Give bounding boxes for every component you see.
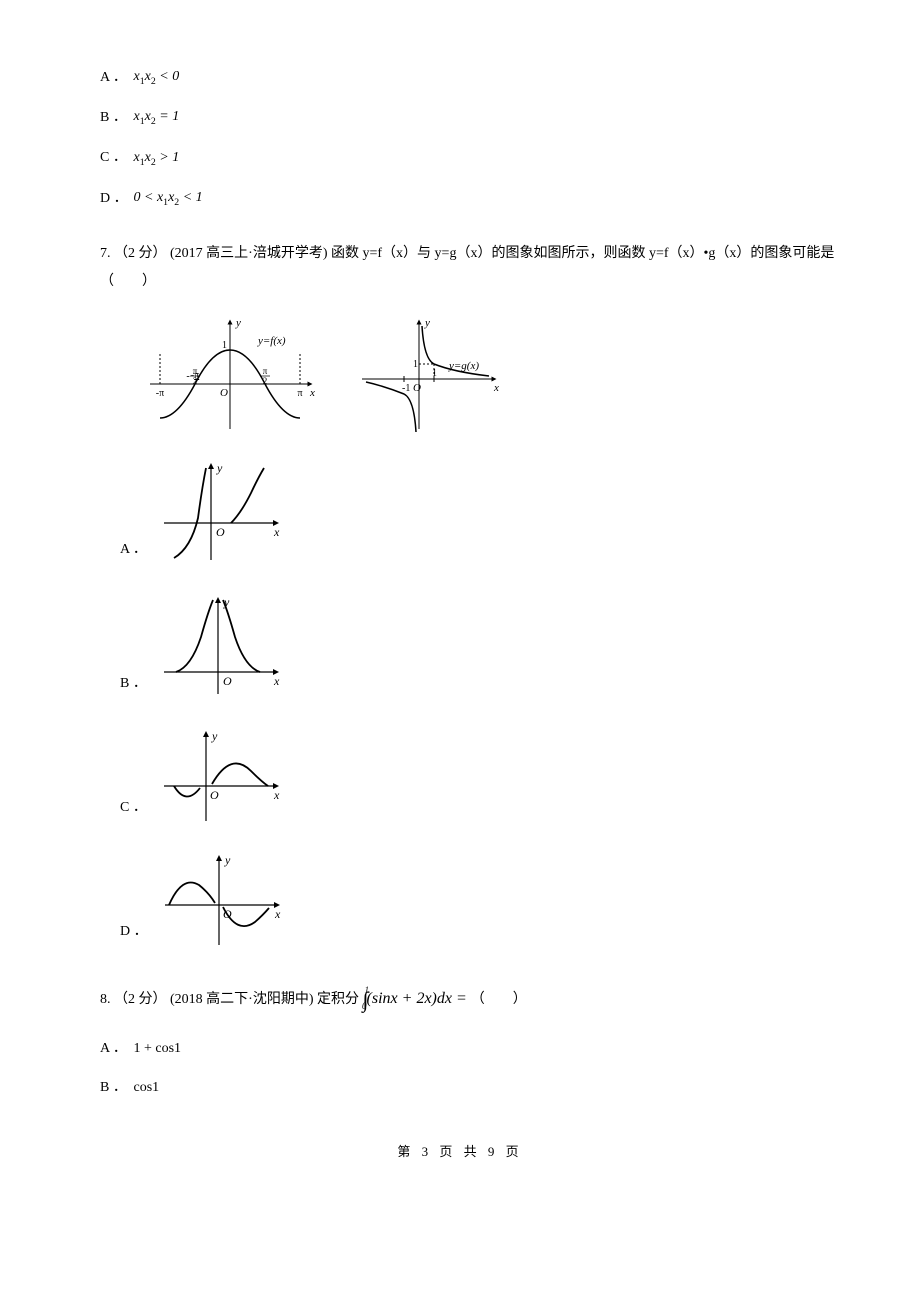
q7-choice-a: A ． x y O: [120, 458, 840, 568]
svg-text:x: x: [273, 525, 280, 539]
figure-gx: x y O 1 -1 1 y=g(x): [354, 314, 504, 434]
option-label: C ．: [120, 795, 147, 820]
option-label: A ．: [120, 537, 147, 562]
svg-text:-π: -π: [156, 388, 164, 399]
svg-text:x: x: [493, 382, 499, 394]
figure-choice-d: x y O: [157, 850, 287, 950]
option-math: x1x2 < 0: [134, 69, 180, 84]
svg-text:y: y: [235, 317, 241, 329]
option-label: A ．: [100, 65, 130, 90]
q8-prefix: 8. （2 分） (2018 高二下·沈阳期中) 定积分: [100, 992, 363, 1007]
option-math: cos1: [134, 1080, 160, 1095]
q6-option-c: C ． x1x2 > 1: [100, 145, 840, 171]
option-label: B ．: [100, 1075, 130, 1100]
svg-text:O: O: [220, 387, 228, 399]
svg-text:y: y: [216, 461, 223, 475]
svg-text:-1: -1: [402, 383, 410, 394]
q8-suffix: （ ）: [471, 992, 527, 1007]
option-label: B ．: [100, 105, 130, 130]
svg-text:-: -: [186, 371, 189, 382]
svg-text:x: x: [273, 788, 280, 802]
q6-option-d: D ． 0 < x1x2 < 1: [100, 185, 840, 211]
q8-integral: ∫10(sinx + 2x)dx =: [363, 990, 471, 1007]
svg-text:O: O: [223, 674, 232, 688]
q8-option-b: B ． cos1: [100, 1075, 840, 1100]
q8-stem: 8. （2 分） (2018 高二下·沈阳期中) 定积分 ∫10(sinx + …: [100, 978, 840, 1022]
svg-text:1: 1: [413, 359, 418, 370]
option-label: D ．: [120, 919, 148, 944]
q7-choice-b: B ． x y O: [120, 592, 840, 702]
option-math: x1x2 > 1: [134, 150, 180, 165]
q7-choice-d: D ． x y O: [120, 850, 840, 950]
q7-choice-c: C ． x y O: [120, 726, 840, 826]
page-footer: 第 3 页 共 9 页: [80, 1140, 840, 1163]
option-label: C ．: [100, 145, 130, 170]
svg-text:π: π: [297, 388, 302, 399]
figure-choice-c: x y O: [156, 726, 286, 826]
svg-text:O: O: [210, 788, 219, 802]
option-label: B ．: [120, 671, 147, 696]
svg-text:y: y: [224, 853, 231, 867]
q6-option-b: B ． x1x2 = 1: [100, 104, 840, 130]
q7-given-figures: x y 1 O -π -π π2 - π2 π y=f(x): [140, 314, 840, 434]
svg-text:x: x: [274, 907, 281, 921]
q7-stem: 7. （2 分） (2017 高三上·涪城开学考) 函数 y=f（x）与 y=g…: [100, 240, 840, 296]
svg-text:O: O: [216, 525, 225, 539]
q8-option-a: A ． 1 + cos1: [100, 1036, 840, 1061]
svg-text:y: y: [211, 729, 218, 743]
figure-choice-b: x y O: [156, 592, 286, 702]
option-math: 1 + cos1: [134, 1041, 182, 1056]
svg-text:1: 1: [222, 340, 227, 351]
option-math: x1x2 = 1: [134, 109, 180, 124]
q6-option-a: A ． x1x2 < 0: [100, 64, 840, 90]
svg-text:y=g(x): y=g(x): [448, 360, 479, 372]
svg-text:y: y: [424, 317, 430, 329]
option-label: D ．: [100, 186, 130, 211]
figure-choice-a: x y O: [156, 458, 286, 568]
svg-text:π: π: [263, 366, 268, 376]
svg-text:x: x: [309, 387, 315, 399]
svg-text:O: O: [413, 382, 421, 394]
svg-text:y=f(x): y=f(x): [257, 335, 286, 347]
option-label: A ．: [100, 1036, 130, 1061]
svg-text:π: π: [193, 366, 198, 376]
svg-text:x: x: [273, 674, 280, 688]
option-math: 0 < x1x2 < 1: [134, 190, 203, 205]
figure-fx: x y 1 O -π -π π2 - π2 π y=f(x): [140, 314, 320, 434]
